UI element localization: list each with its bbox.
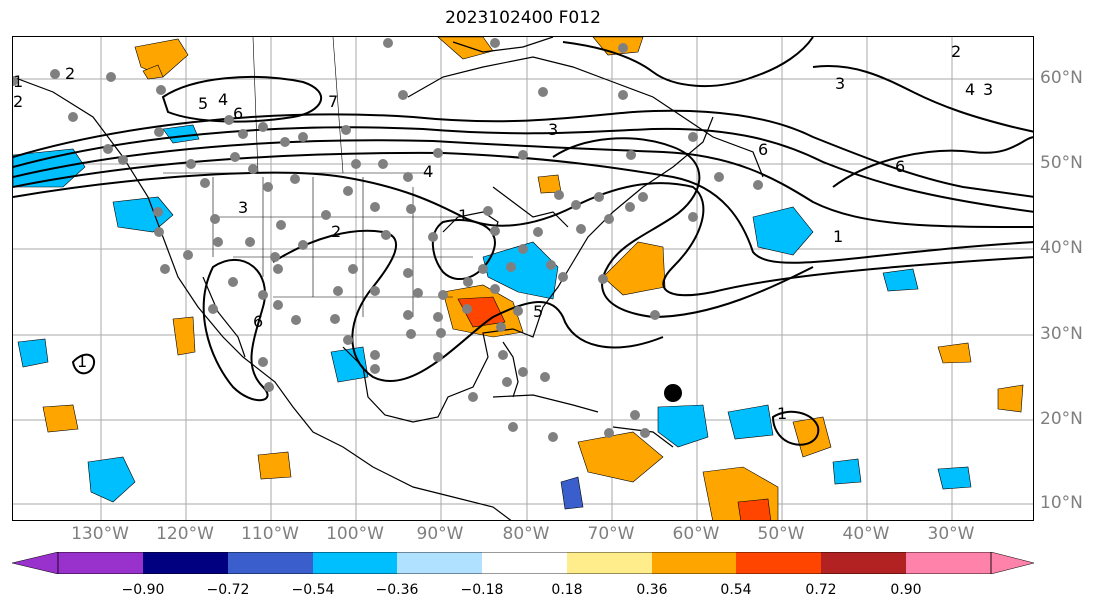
positive-anomaly-region <box>42 404 79 433</box>
anomaly-shading <box>13 37 1024 520</box>
longitude-label: 50°W <box>757 524 805 544</box>
negative-anomaly-region <box>752 206 814 256</box>
contour-label: 2 <box>13 92 23 111</box>
colorbar-segment <box>821 552 906 574</box>
positive-anomaly-region <box>134 38 189 78</box>
contour-label: 4 <box>423 162 433 181</box>
contour-label: 1 <box>13 72 23 91</box>
positive-anomaly-region <box>997 384 1024 413</box>
colorbar-segment <box>397 552 482 574</box>
colorbar-tick-label: 0.54 <box>720 582 752 598</box>
positive-anomaly-region <box>937 342 972 364</box>
contour-label: 1 <box>777 404 787 423</box>
latitude-label: 50°N <box>1040 153 1083 173</box>
positive-anomaly-region <box>257 451 292 480</box>
latitude-label: 60°N <box>1040 68 1083 88</box>
longitude-label: 120°W <box>156 524 214 544</box>
map-title: 2023102400 F012 <box>445 8 601 28</box>
strong-negative-anomaly-region <box>560 476 584 510</box>
colorbar-segment <box>228 552 313 574</box>
negative-anomaly-region <box>330 346 369 383</box>
map-panel: 2 5 4 6 7 3 2 3 4 3 6 6 6 5 1 2 3 2 1 4 … <box>12 36 1034 521</box>
negative-anomaly-region <box>937 466 972 490</box>
point-marker <box>664 384 682 402</box>
contour-label: 6 <box>233 104 243 123</box>
colorbar-tick-label: −0.36 <box>375 582 419 598</box>
positive-anomaly-region <box>792 416 832 458</box>
negative-anomaly-region <box>882 268 919 292</box>
colorbar-segment <box>906 552 991 574</box>
negative-anomaly-region <box>482 241 559 300</box>
positive-anomaly-region <box>142 64 164 80</box>
longitude-label: 90°W <box>416 524 464 544</box>
contour-label: 6 <box>758 140 768 159</box>
negative-anomaly-region <box>727 404 774 440</box>
negative-anomaly-region <box>17 338 49 368</box>
colorbar-tick-label: −0.72 <box>206 582 250 598</box>
latitude-label: 40°N <box>1040 238 1083 258</box>
positive-anomaly-region <box>577 431 664 483</box>
longitude-label: 100°W <box>326 524 384 544</box>
colorbar-extend-high <box>990 552 1034 574</box>
longitude-label: 70°W <box>587 524 635 544</box>
strong-positive-anomaly-region <box>457 296 506 328</box>
longitude-label: 40°W <box>842 524 890 544</box>
positive-anomaly-region <box>437 37 494 60</box>
contour-label: 2 <box>331 222 341 241</box>
contour-label-group: 2 5 4 6 7 3 2 3 4 3 6 6 6 5 1 2 3 2 1 4 … <box>13 42 993 423</box>
strong-positive-anomaly-region <box>737 498 772 520</box>
colorbar-segment <box>567 552 652 574</box>
contour-label: 3 <box>238 198 248 217</box>
negative-anomaly-region <box>832 458 862 485</box>
colorbar-segment <box>482 552 567 574</box>
positive-anomaly-region <box>602 241 666 296</box>
contour-label: 6 <box>895 157 905 176</box>
colorbar-tick-label: −0.90 <box>121 582 165 598</box>
colorbar-extend-low <box>12 552 59 574</box>
longitude-label: 130°W <box>71 524 129 544</box>
colorbar-segment <box>736 552 821 574</box>
station-dots <box>13 38 763 442</box>
contour-label: 1 <box>833 227 843 246</box>
colorbar-tick-label: 0.18 <box>551 582 583 598</box>
negative-anomaly-region <box>112 196 174 233</box>
colorbar-segment <box>313 552 397 574</box>
contour-label: 3 <box>835 74 845 93</box>
contour-label: 3 <box>983 80 993 99</box>
map-canvas: 2 5 4 6 7 3 2 3 4 3 6 6 6 5 1 2 3 2 1 4 … <box>13 37 1033 520</box>
positive-anomaly-region <box>172 316 196 356</box>
colorbar-segment <box>143 552 228 574</box>
longitude-label: 110°W <box>241 524 299 544</box>
colorbar-tick-label: 0.72 <box>805 582 837 598</box>
longitude-label: 80°W <box>502 524 550 544</box>
contour-label: 1 <box>77 352 87 371</box>
contour-label: 2 <box>951 42 961 61</box>
colorbar-segment <box>58 552 143 574</box>
longitude-label: 30°W <box>927 524 975 544</box>
longitude-label: 60°W <box>672 524 720 544</box>
colorbar-tick-label: 0.90 <box>890 582 922 598</box>
colorbar-tick-label: −0.54 <box>291 582 335 598</box>
latitude-label: 20°N <box>1040 409 1083 429</box>
latitude-label: 30°N <box>1040 324 1083 344</box>
latitude-label: 10°N <box>1040 493 1083 513</box>
contour-label: 5 <box>198 94 208 113</box>
colorbar-segment <box>652 552 736 574</box>
contour-label: 6 <box>253 312 263 331</box>
colorbar <box>12 552 1034 574</box>
negative-anomaly-region <box>162 124 200 144</box>
contour-label: 1 <box>458 206 468 225</box>
contour-label: 2 <box>65 64 75 83</box>
colorbar-tick-label: −0.18 <box>460 582 504 598</box>
negative-anomaly-region <box>87 456 136 503</box>
colorbar-tick-label: 0.36 <box>636 582 668 598</box>
contour-label: 3 <box>548 120 558 139</box>
contour-label: 5 <box>533 302 543 321</box>
negative-anomaly-region <box>657 404 709 448</box>
contour-label: 4 <box>965 80 975 99</box>
contour-lines <box>13 37 1033 446</box>
contour-label: 4 <box>218 90 228 109</box>
positive-anomaly-region <box>592 37 644 56</box>
contour-label: 7 <box>328 92 338 111</box>
